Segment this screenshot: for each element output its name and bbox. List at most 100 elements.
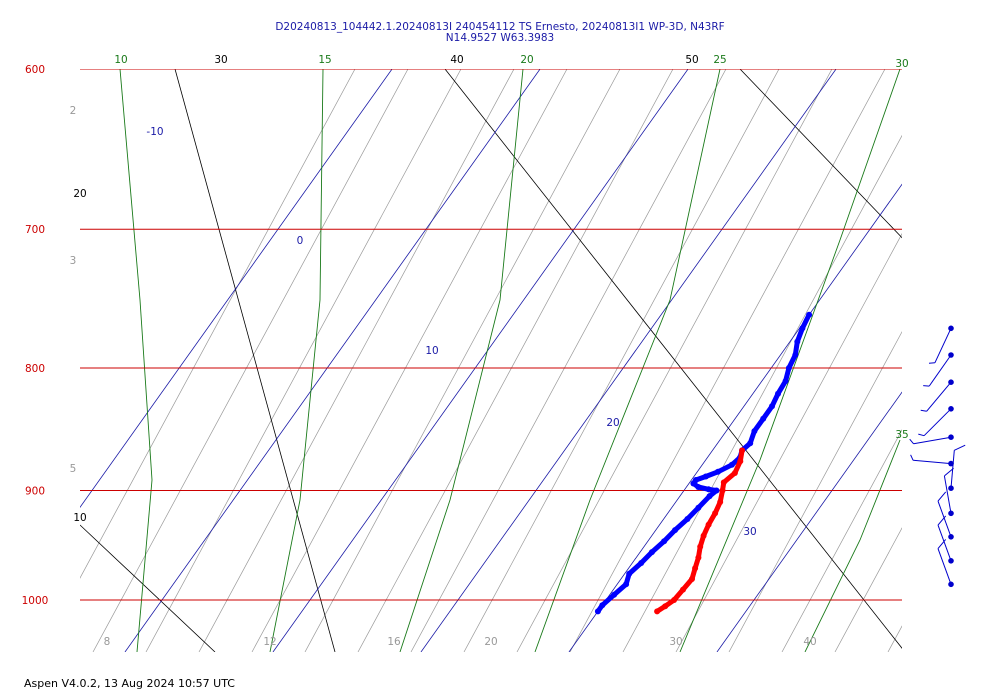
wind-barb-flag bbox=[923, 385, 930, 387]
dry-adiabat-label: 20 bbox=[73, 188, 86, 200]
dry-adiabat-line bbox=[174, 69, 336, 652]
isobar-label: 600 bbox=[25, 64, 45, 76]
moist-adiabat-label: 35 bbox=[895, 429, 908, 441]
moist-adiabat-line bbox=[269, 69, 324, 652]
dewpoint-profile-point bbox=[594, 608, 601, 615]
isotherm-line bbox=[716, 391, 902, 652]
dewpoint-profile-point bbox=[611, 591, 618, 598]
isotherm-label: 10 bbox=[425, 345, 438, 357]
wind-barb-staff bbox=[937, 524, 952, 561]
dewpoint-profile-point bbox=[782, 378, 789, 384]
wind-barb-station bbox=[948, 460, 954, 467]
mixing-ratio-label: 2 bbox=[70, 105, 77, 117]
dewpoint-profile-point bbox=[638, 560, 645, 566]
isobar-label: 800 bbox=[25, 363, 45, 375]
wind-barb-flag bbox=[937, 539, 947, 549]
wind-barb-flag bbox=[909, 438, 914, 445]
dewpoint-profile-point bbox=[728, 461, 735, 468]
mixing-ratio-line bbox=[569, 69, 886, 652]
mixing-ratio-line bbox=[834, 527, 902, 652]
mixing-ratio-line bbox=[941, 69, 1000, 652]
isobar-label: 1000 bbox=[22, 595, 49, 607]
mixing-ratio-line bbox=[463, 69, 780, 652]
temperature-profile-point bbox=[720, 479, 727, 486]
dewpoint-profile-point bbox=[775, 390, 781, 397]
dry-adiabat-line bbox=[444, 69, 902, 649]
temperature-profile-point bbox=[712, 510, 719, 517]
dewpoint-profile-point bbox=[661, 538, 668, 545]
temperature-profile-point bbox=[654, 608, 661, 615]
moist-adiabat-line bbox=[534, 69, 721, 652]
wind-barb-flag bbox=[928, 362, 935, 364]
temperature-profile-point bbox=[692, 565, 699, 572]
temperature-profile-point bbox=[705, 521, 712, 528]
dewpoint-profile-point bbox=[747, 440, 754, 447]
dewpoint-profile-point bbox=[695, 504, 702, 511]
dewpoint-profile-point bbox=[715, 468, 721, 475]
wind-barb-staff bbox=[913, 459, 952, 465]
wind-barb-staff bbox=[928, 354, 952, 387]
wind-barb-staff bbox=[926, 381, 952, 412]
dry-adiabat-line bbox=[739, 69, 902, 239]
dewpoint-profile-point bbox=[751, 428, 758, 435]
mixing-ratio-line bbox=[622, 134, 902, 652]
isobar-label: 900 bbox=[25, 485, 45, 497]
temperature-profile-point bbox=[680, 586, 686, 593]
isotherm-line bbox=[272, 69, 689, 652]
wind-barbs bbox=[909, 325, 966, 588]
moist-adiabat-label: 10 bbox=[114, 54, 127, 66]
wind-barb-staff bbox=[937, 500, 952, 537]
mixing-ratio-line bbox=[145, 69, 462, 652]
dewpoint-profile-point bbox=[785, 365, 792, 371]
temperature-profile-point bbox=[737, 458, 744, 465]
dewpoint-profile-point bbox=[672, 527, 678, 534]
chart-profiles bbox=[594, 311, 813, 615]
isotherm-label: -10 bbox=[146, 126, 163, 138]
temperature-profile-point bbox=[719, 487, 726, 494]
dewpoint-profile-point bbox=[760, 415, 767, 422]
moist-adiabat-label: 20 bbox=[520, 54, 533, 66]
mixing-ratio-label: 30 bbox=[669, 636, 682, 648]
wind-barb-staff bbox=[913, 436, 952, 445]
chart-header: D20240813_104442.1.20240813I 240454112 T… bbox=[0, 22, 1000, 44]
mixing-ratio-label: 20 bbox=[484, 636, 497, 648]
dry-adiabat-label: 10 bbox=[73, 512, 86, 524]
wind-barb-staff bbox=[923, 408, 952, 437]
isotherm-line bbox=[124, 69, 541, 652]
temperature-profile-point bbox=[731, 470, 738, 476]
mixing-ratio-label: 8 bbox=[104, 636, 111, 648]
chart-grid bbox=[15, 69, 1000, 652]
wind-barb-flag bbox=[944, 467, 954, 477]
moist-adiabat-label: 15 bbox=[318, 54, 331, 66]
dewpoint-profile-point bbox=[792, 352, 799, 358]
mixing-ratio-label: 16 bbox=[387, 636, 401, 648]
temperature-profile-point bbox=[689, 576, 695, 582]
mixing-ratio-line bbox=[92, 69, 409, 652]
moist-adiabat-line bbox=[399, 69, 524, 652]
isotherm-label: 20 bbox=[606, 417, 619, 429]
isotherm-line bbox=[420, 69, 837, 652]
wind-barb-flag bbox=[920, 409, 927, 412]
dewpoint-profile-point bbox=[648, 549, 655, 556]
temperature-profile-point bbox=[671, 597, 678, 603]
chart-title-line1: D20240813_104442.1.20240813I 240454112 T… bbox=[275, 21, 725, 33]
mixing-ratio-label: 3 bbox=[70, 255, 77, 267]
temperature-profile-point bbox=[662, 603, 669, 610]
moist-adiabat-line bbox=[679, 69, 901, 652]
wind-barb-flag bbox=[937, 491, 947, 502]
dewpoint-profile-point bbox=[713, 487, 720, 494]
isotherm-line bbox=[568, 183, 902, 652]
wind-barb-flag bbox=[918, 433, 925, 437]
dewpoint-profile-point bbox=[769, 403, 775, 410]
dry-adiabat-label: 30 bbox=[214, 54, 227, 66]
dewpoint-profile-point bbox=[705, 486, 712, 493]
dry-adiabat-line bbox=[80, 524, 216, 652]
wind-barb-staff bbox=[934, 328, 952, 364]
temperature-profile-point bbox=[739, 447, 746, 454]
dewpoint-profile-point bbox=[695, 484, 702, 490]
dry-adiabat-line bbox=[15, 69, 40, 652]
isotherm-label: 30 bbox=[743, 526, 756, 538]
temperature-profile-point bbox=[700, 532, 707, 539]
dewpoint-profile-point bbox=[806, 311, 813, 318]
